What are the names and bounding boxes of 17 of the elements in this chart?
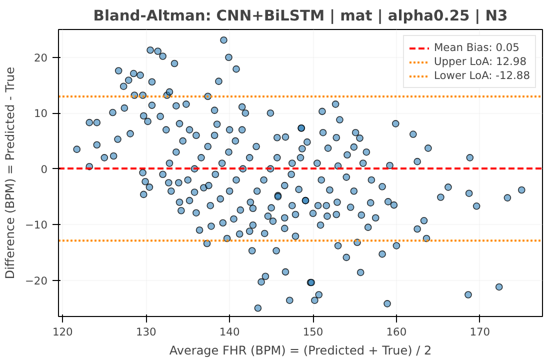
- legend-label: Lower LoA: -12.88: [434, 69, 530, 82]
- y-tick-label: −20: [25, 274, 48, 288]
- x-tick-label: 120: [52, 326, 74, 338]
- x-tick-label: 130: [136, 326, 157, 338]
- x-tick-label: 150: [302, 326, 324, 338]
- y-tick-label: 10: [34, 107, 48, 120]
- legend-label: Upper LoA: 12.98: [434, 55, 526, 68]
- y-axis-title: Difference (BPM) = Predicted - True: [3, 66, 18, 280]
- y-tick-label: −10: [25, 218, 48, 232]
- y-tick-label: 0: [40, 162, 48, 176]
- x-tick-label: 170: [470, 326, 490, 338]
- chart-title: Bland-Altman: CNN+BiLSTM | mat | alpha0.25 | N3: [93, 8, 508, 24]
- legend-label: Mean Bias: 0.05: [434, 41, 520, 54]
- x-tick-label: 140: [219, 326, 240, 338]
- y-tick-label: 20: [34, 51, 48, 64]
- x-tick-label: 160: [386, 326, 407, 338]
- x-axis-title: Average FHR (BPM) = (Predicted + True) / 2: [169, 344, 432, 358]
